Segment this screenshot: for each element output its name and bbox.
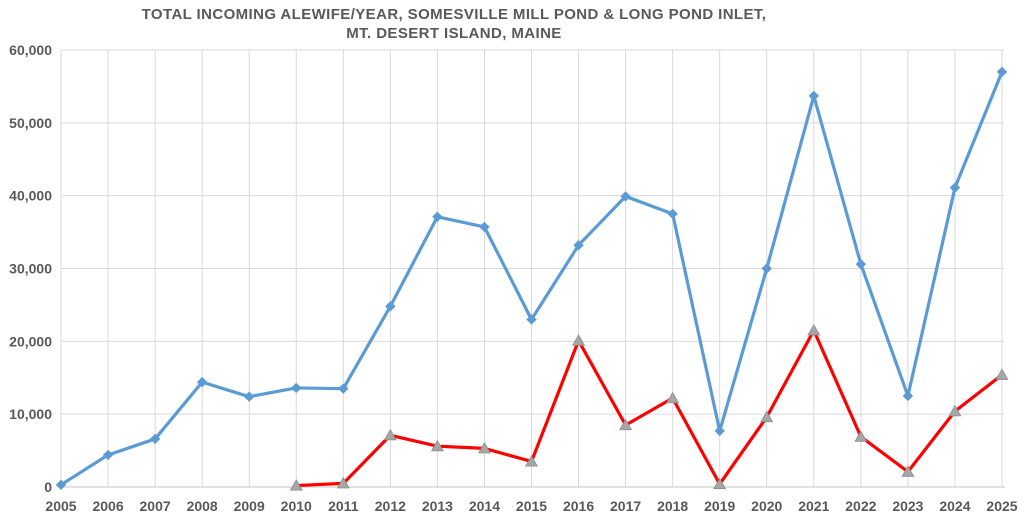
- series-line-triangle: [294, 328, 1004, 488]
- diamond-marker: [244, 391, 255, 402]
- y-axis-tick-label: 60,000: [9, 42, 52, 58]
- y-axis-tick-label: 30,000: [9, 261, 52, 277]
- x-axis-tick-label: 2014: [469, 498, 500, 514]
- triangle-marker: [807, 323, 821, 336]
- y-axis-tick-label: 40,000: [9, 188, 52, 204]
- diamond-marker: [385, 301, 396, 312]
- triangle-marker: [854, 430, 868, 442]
- diamond-marker: [667, 208, 678, 220]
- diamond-marker: [620, 191, 631, 202]
- diamond-marker: [526, 314, 537, 325]
- x-axis-tick-label: 2011: [328, 498, 359, 514]
- diamond-marker: [291, 382, 302, 394]
- diamond-marker: [149, 433, 161, 445]
- y-axis-tick-label: 10,000: [9, 406, 52, 422]
- triangle-marker: [948, 404, 962, 417]
- diamond-marker: [761, 263, 772, 274]
- diamond-marker: [714, 425, 725, 437]
- diamond-marker: [196, 376, 208, 388]
- x-axis-tick-label: 2023: [892, 498, 923, 514]
- triangle-marker: [525, 455, 538, 467]
- diamond-marker: [855, 258, 867, 270]
- x-axis-tick-label: 2016: [563, 498, 594, 514]
- diamond-marker: [573, 239, 584, 251]
- x-axis-tick-label: 2007: [140, 498, 171, 514]
- x-axis-tick-label: 2021: [798, 498, 829, 514]
- x-axis-tick-label: 2008: [187, 498, 218, 514]
- diamond-marker: [808, 90, 819, 102]
- x-axis-tick-label: 2013: [422, 498, 453, 514]
- diamond-marker: [55, 479, 67, 491]
- x-axis-tick-label: 2005: [45, 498, 76, 514]
- diamond-marker: [902, 390, 914, 402]
- diamond-marker: [432, 211, 443, 222]
- diamond-marker: [338, 383, 349, 394]
- x-axis-tick-label: 2018: [657, 498, 688, 514]
- y-axis-tick-label: 0: [44, 479, 52, 495]
- triangle-marker: [995, 368, 1009, 380]
- x-axis-tick-label: 2024: [939, 498, 970, 514]
- x-axis-tick-label: 2006: [92, 498, 123, 514]
- x-axis-tick-label: 2015: [516, 498, 547, 514]
- triangle-marker: [430, 439, 444, 452]
- x-axis-tick-label: 2025: [986, 498, 1017, 514]
- triangle-marker: [901, 465, 915, 477]
- x-axis-tick-label: 2022: [845, 498, 876, 514]
- chart-title-line1: TOTAL INCOMING ALEWIFE/YEAR, SOMESVILLE …: [141, 6, 767, 23]
- diamond-marker: [949, 182, 961, 193]
- diamond-marker: [479, 221, 490, 233]
- triangle-marker: [760, 410, 774, 423]
- diamond-marker: [102, 449, 114, 461]
- x-axis-tick-label: 2010: [281, 498, 312, 514]
- diamond-marker: [996, 66, 1008, 78]
- y-axis-tick-label: 20,000: [9, 333, 52, 349]
- triangle-marker: [383, 428, 397, 441]
- triangle-marker: [289, 479, 303, 491]
- triangle-marker: [572, 334, 586, 346]
- x-axis-tick-label: 2020: [751, 498, 782, 514]
- triangle-marker: [619, 418, 633, 431]
- y-axis-tick-label: 50,000: [9, 115, 52, 131]
- x-axis-tick-label: 2012: [375, 498, 406, 514]
- triangle-marker: [336, 476, 350, 489]
- triangle-marker: [666, 391, 680, 404]
- x-axis-tick-label: 2017: [610, 498, 641, 514]
- chart-title-line2: MT. DESERT ISLAND, MAINE: [346, 25, 562, 42]
- triangle-marker: [713, 477, 727, 490]
- x-axis-tick-label: 2019: [704, 498, 735, 514]
- x-axis-tick-label: 2009: [234, 498, 265, 514]
- triangle-marker: [477, 441, 491, 454]
- chart-title: TOTAL INCOMING ALEWIFE/YEAR, SOMESVILLE …: [0, 5, 908, 43]
